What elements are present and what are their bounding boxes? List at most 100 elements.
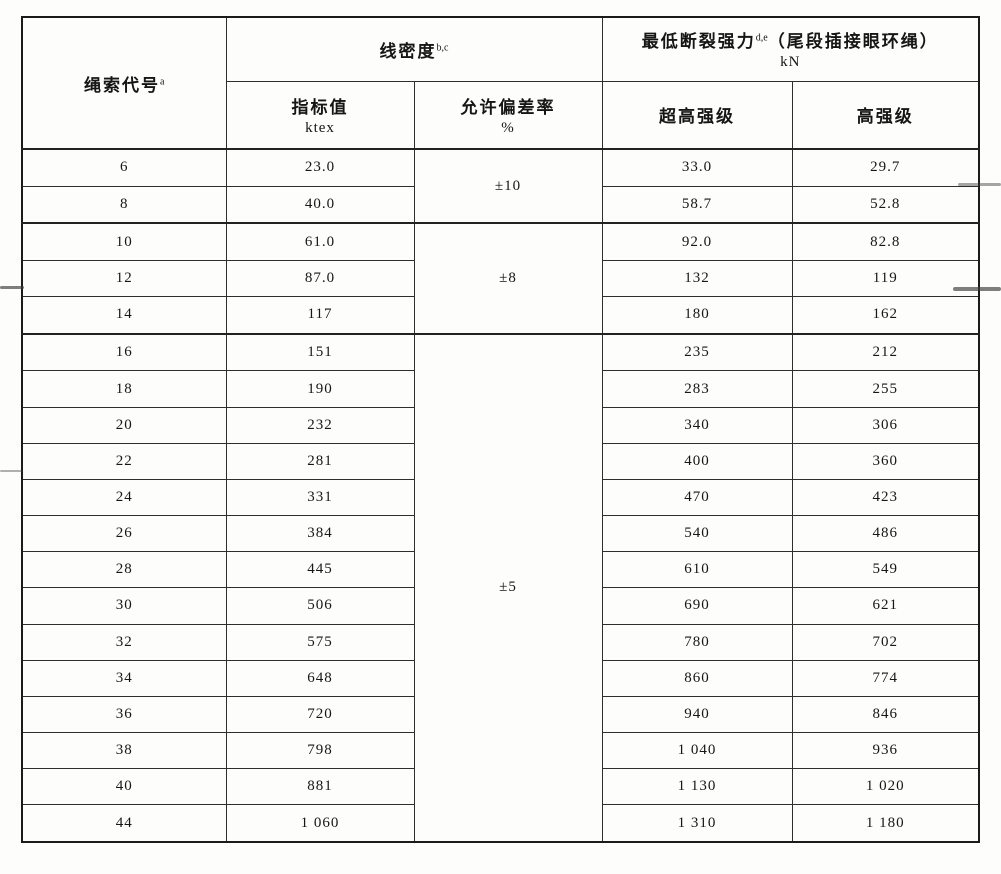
cell-rope-code: 30: [21, 587, 227, 625]
rope-spec-table: 绳索代号a 线密度b,c 最低断裂强力d,e（尾段插接眼环绳） kN 指标值 k…: [21, 16, 981, 843]
cell-rope-code: 14: [21, 296, 227, 335]
cell-deviation: ±5: [413, 332, 603, 843]
header-rope-code-label: 绳索代号: [84, 75, 161, 95]
table-row: 6 23.0 ±10 33.0 29.7: [21, 147, 980, 224]
cell-rope-code: 28: [21, 551, 227, 589]
cell-index-value: 1 060: [225, 804, 415, 843]
cell-deviation: ±10: [413, 147, 603, 224]
cell-ultra-high: 470: [601, 478, 793, 517]
cell-ultra-high: 1 130: [601, 768, 793, 806]
cell-rope-code: 32: [21, 623, 227, 661]
cell-ultra-high: 540: [601, 515, 793, 553]
cell-high-strength: 621: [791, 587, 980, 625]
cell-rope-code: 40: [21, 768, 227, 806]
cell-index-value: 23.0: [225, 147, 415, 187]
cell-rope-code: 38: [21, 731, 227, 770]
cell-high-strength: 82.8: [791, 222, 980, 261]
cell-ultra-high: 33.0: [601, 147, 793, 187]
header-deviation-label: 允许偏差率: [460, 97, 556, 117]
cell-index-value: 331: [225, 478, 415, 517]
cell-index-value: 648: [225, 659, 415, 697]
table-header: 绳索代号a 线密度b,c 最低断裂强力d,e（尾段插接眼环绳） kN 指标值 k…: [21, 16, 980, 150]
cell-ultra-high: 1 040: [601, 731, 793, 770]
cell-rope-code: 6: [21, 147, 227, 187]
cell-high-strength: 162: [791, 296, 980, 335]
cell-ultra-high: 780: [601, 623, 793, 661]
cell-rope-code: 44: [21, 804, 227, 843]
cell-rope-code: 34: [21, 659, 227, 697]
cell-ultra-high: 58.7: [601, 185, 793, 224]
header-min-break-paren: （尾段插接眼环绳）: [767, 32, 939, 52]
cell-index-value: 881: [225, 768, 415, 806]
cell-high-strength: 119: [791, 259, 980, 298]
cell-high-strength: 486: [791, 515, 980, 553]
cell-index-value: 87.0: [225, 259, 415, 298]
cell-index-value: 281: [225, 442, 415, 480]
table-row: 38 798 1 040 936: [21, 731, 980, 770]
table-row: 12 87.0 132 119: [21, 259, 980, 298]
cell-high-strength: 702: [791, 623, 980, 661]
table-row: 26 384 540 486: [21, 515, 980, 553]
header-high-grade: 高强级: [791, 80, 980, 150]
header-ultra-high-grade: 超高强级: [601, 80, 793, 150]
cell-ultra-high: 690: [601, 587, 793, 625]
cell-ultra-high: 283: [601, 370, 793, 408]
cell-index-value: 40.0: [225, 185, 415, 224]
table-row: 32 575 780 702: [21, 623, 980, 661]
cell-rope-code: 18: [21, 370, 227, 408]
cell-deviation: ±8: [413, 222, 603, 335]
cell-ultra-high: 610: [601, 551, 793, 589]
cell-high-strength: 1 180: [791, 804, 980, 843]
scan-artifact: [0, 286, 24, 289]
cell-rope-code: 20: [21, 406, 227, 444]
cell-high-strength: 1 020: [791, 768, 980, 806]
header-index-value: 指标值 ktex: [225, 80, 415, 150]
header-rope-code: 绳索代号a: [21, 16, 227, 150]
header-linear-density: 线密度b,c: [225, 16, 603, 82]
cell-rope-code: 26: [21, 515, 227, 553]
table-body: 6 23.0 ±10 33.0 29.7 8 40.0 58.7 52.8 10 61.0 ±8 92.…: [21, 147, 980, 843]
header-min-break-footnote: d,e: [755, 32, 768, 44]
cell-index-value: 720: [225, 695, 415, 734]
scan-artifact: [958, 183, 1001, 186]
cell-ultra-high: 180: [601, 296, 793, 335]
header-deviation-unit: %: [501, 119, 515, 136]
cell-high-strength: 255: [791, 370, 980, 408]
table-row: 16 151 ±5 235 212: [21, 332, 980, 843]
table-row: 10 61.0 ±8 92.0 82.8: [21, 222, 980, 335]
cell-index-value: 506: [225, 587, 415, 625]
cell-ultra-high: 92.0: [601, 222, 793, 261]
cell-index-value: 798: [225, 731, 415, 770]
cell-high-strength: 549: [791, 551, 980, 589]
cell-rope-code: 24: [21, 478, 227, 517]
cell-index-value: 575: [225, 623, 415, 661]
header-index-value-label: 指标值: [291, 97, 349, 117]
cell-ultra-high: 860: [601, 659, 793, 697]
cell-ultra-high: 340: [601, 406, 793, 444]
header-min-breaking-strength: 最低断裂强力d,e（尾段插接眼环绳） kN: [601, 16, 980, 82]
scan-artifact: [953, 287, 1001, 291]
table-row: 34 648 860 774: [21, 659, 980, 697]
header-min-break-unit: kN: [780, 54, 801, 71]
cell-ultra-high: 940: [601, 695, 793, 734]
cell-index-value: 61.0: [225, 222, 415, 261]
cell-high-strength: 423: [791, 478, 980, 517]
cell-ultra-high: 1 310: [601, 804, 793, 843]
header-linear-density-footnote: b,c: [436, 42, 449, 54]
cell-rope-code: 8: [21, 185, 227, 224]
cell-ultra-high: 235: [601, 332, 793, 372]
cell-index-value: 190: [225, 370, 415, 408]
header-index-value-unit: ktex: [305, 119, 335, 136]
header-rope-code-footnote: a: [160, 75, 165, 87]
cell-rope-code: 22: [21, 442, 227, 480]
cell-high-strength: 52.8: [791, 185, 980, 224]
cell-rope-code: 16: [21, 332, 227, 372]
scan-artifact: [0, 470, 23, 472]
cell-high-strength: 212: [791, 332, 980, 372]
cell-index-value: 232: [225, 406, 415, 444]
header-linear-density-label: 线密度: [379, 41, 437, 61]
cell-high-strength: 360: [791, 442, 980, 480]
cell-index-value: 445: [225, 551, 415, 589]
cell-rope-code: 10: [21, 222, 227, 261]
